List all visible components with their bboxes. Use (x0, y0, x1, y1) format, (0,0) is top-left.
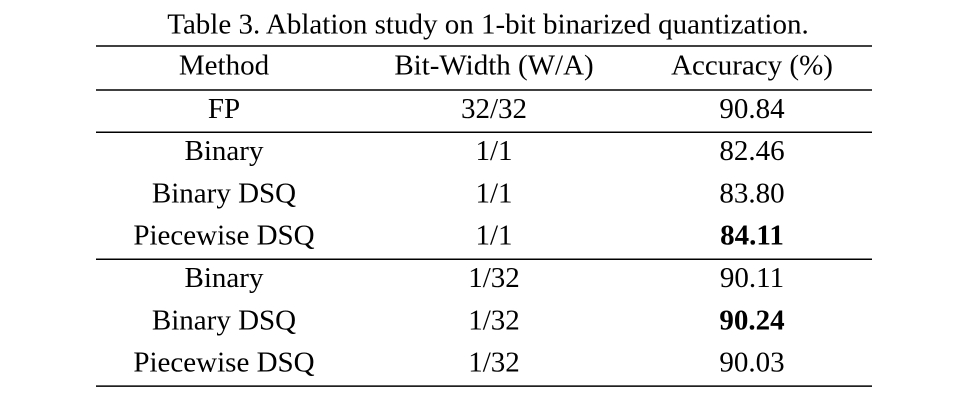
bit-width-cell: 1/1 (475, 220, 512, 252)
method-cell: Binary (185, 135, 264, 167)
accuracy-cell: 90.84 (719, 93, 785, 125)
method-cell: FP (208, 93, 240, 125)
column-header: Accuracy (%) (671, 50, 833, 82)
accuracy-cell: 83.80 (719, 177, 784, 209)
accuracy-cell: 90.24 (719, 304, 784, 336)
bit-width-cell: 1/32 (468, 304, 520, 336)
accuracy-cell: 84.11 (720, 220, 784, 252)
accuracy-cell: 90.11 (720, 262, 784, 294)
bit-width-cell: 1/1 (475, 177, 512, 209)
method-cell: Piecewise DSQ (133, 220, 314, 252)
method-cell: Piecewise DSQ (133, 347, 314, 379)
method-cell: Binary DSQ (152, 177, 296, 209)
table-caption: Table 3. Ablation study on 1-bit binariz… (167, 9, 808, 41)
accuracy-cell: 82.46 (719, 135, 784, 167)
bit-width-cell: 1/32 (468, 347, 520, 379)
bit-width-cell: 1/1 (475, 135, 512, 167)
column-header: Method (179, 50, 270, 82)
method-cell: Binary DSQ (152, 304, 296, 336)
bit-width-cell: 32/32 (461, 93, 527, 125)
column-header: Bit-Width (W/A) (394, 50, 593, 82)
accuracy-cell: 90.03 (719, 347, 784, 379)
bit-width-cell: 1/32 (468, 262, 520, 294)
method-cell: Binary (185, 262, 264, 294)
